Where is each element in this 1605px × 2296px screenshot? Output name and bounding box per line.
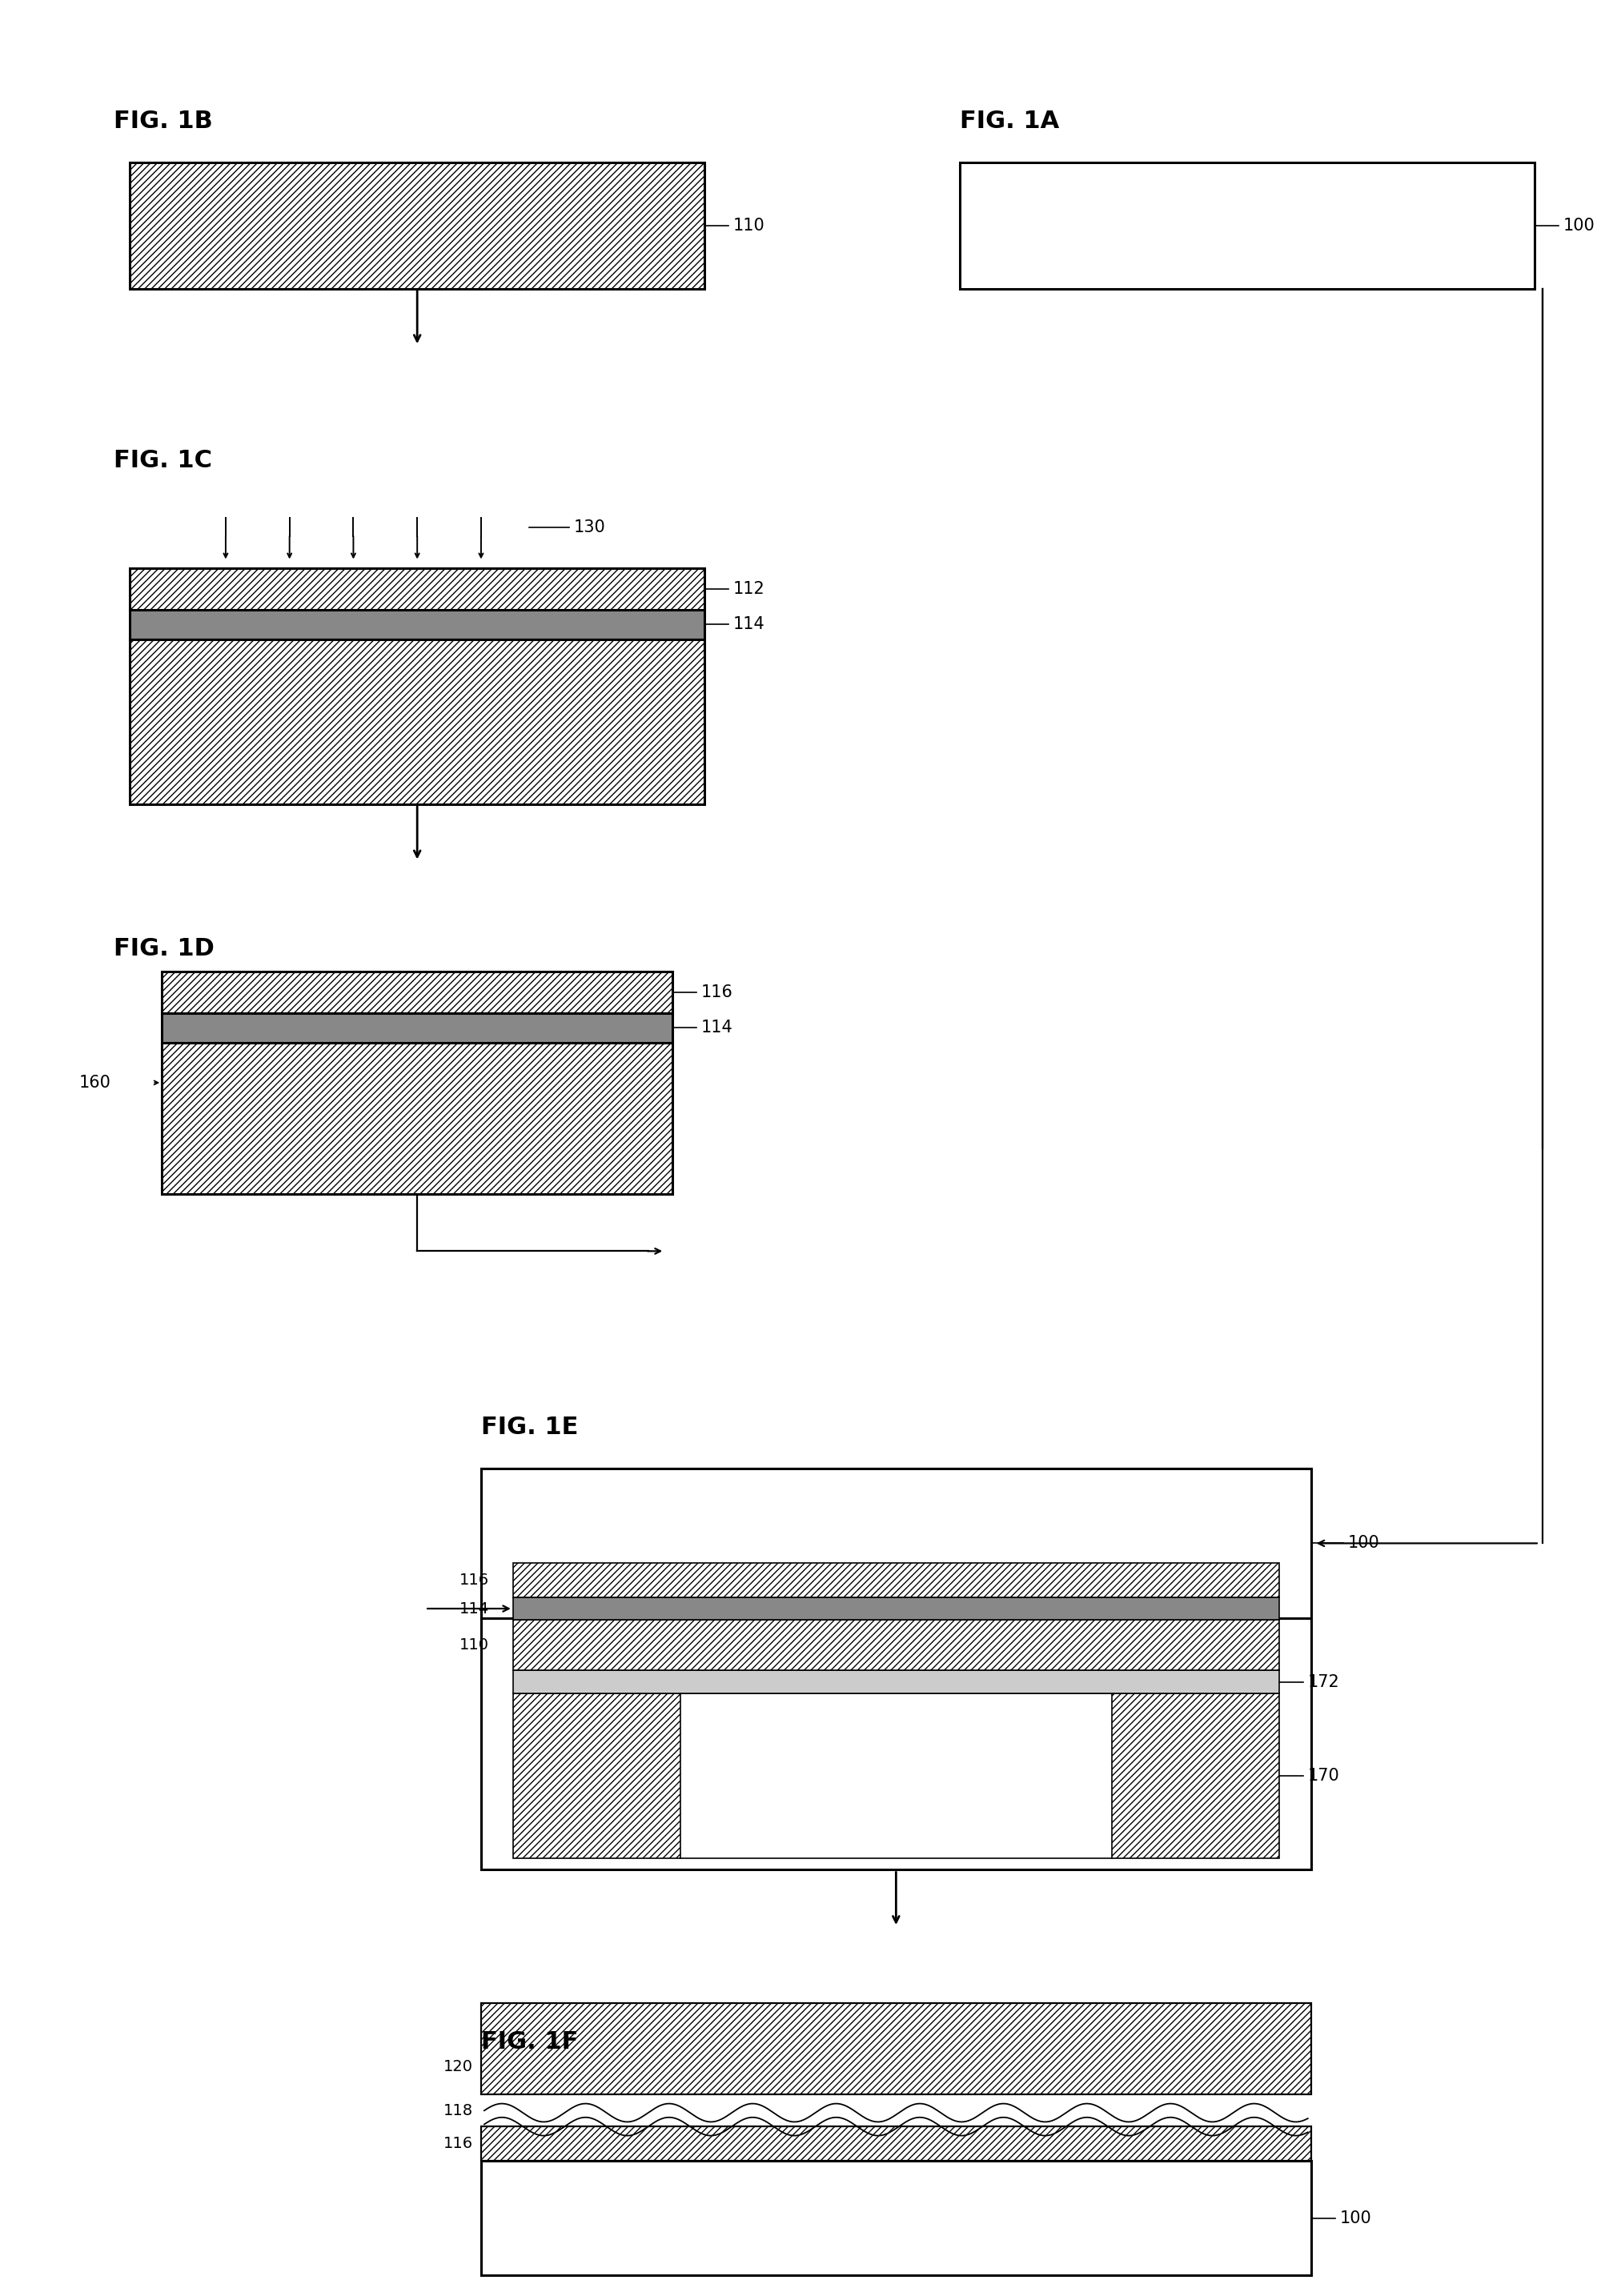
Bar [681, 1694, 1112, 1857]
Bar [482, 1469, 1311, 1619]
Bar [130, 638, 705, 804]
Text: 172: 172 [1308, 1674, 1340, 1690]
Text: 116: 116 [459, 1573, 490, 1587]
Text: FIG. 1B: FIG. 1B [114, 110, 213, 133]
Text: FIG. 1F: FIG. 1F [482, 2030, 578, 2053]
Bar [482, 1469, 1311, 1869]
Text: 100: 100 [1348, 1536, 1380, 1552]
Bar [162, 971, 672, 1013]
Bar [130, 608, 705, 638]
Bar [1112, 1694, 1279, 1857]
Text: FIG. 1D: FIG. 1D [114, 937, 215, 960]
Text: 160: 160 [79, 1075, 111, 1091]
Bar [514, 1694, 681, 1857]
Bar [514, 1564, 1279, 1598]
Bar [130, 163, 705, 289]
Text: 100: 100 [1340, 2211, 1372, 2227]
Text: 120: 120 [443, 2060, 473, 2076]
Text: 116: 116 [701, 985, 733, 1001]
Text: 130: 130 [573, 519, 605, 535]
Text: 170: 170 [1308, 1768, 1340, 1784]
Bar [162, 1042, 672, 1194]
Text: 112: 112 [733, 581, 766, 597]
Text: 100: 100 [1563, 218, 1595, 234]
Text: 110: 110 [733, 218, 766, 234]
Text: FIG. 1E: FIG. 1E [482, 1417, 578, 1440]
Text: 114: 114 [733, 615, 766, 631]
Bar [514, 1621, 1279, 1671]
Text: 116: 116 [443, 2135, 473, 2151]
Text: 110: 110 [459, 1637, 490, 1653]
Bar [482, 2161, 1311, 2275]
Text: 118: 118 [443, 2103, 473, 2117]
Bar [514, 1598, 1279, 1621]
Bar [960, 163, 1534, 289]
Bar [514, 1671, 1279, 1694]
Bar [482, 2126, 1311, 2161]
Text: FIG. 1C: FIG. 1C [114, 450, 212, 473]
Text: FIG. 1A: FIG. 1A [960, 110, 1059, 133]
Bar [482, 2002, 1311, 2094]
Bar [162, 1013, 672, 1042]
Bar [130, 567, 705, 608]
Text: 114: 114 [701, 1019, 733, 1035]
Text: 114: 114 [459, 1600, 490, 1616]
